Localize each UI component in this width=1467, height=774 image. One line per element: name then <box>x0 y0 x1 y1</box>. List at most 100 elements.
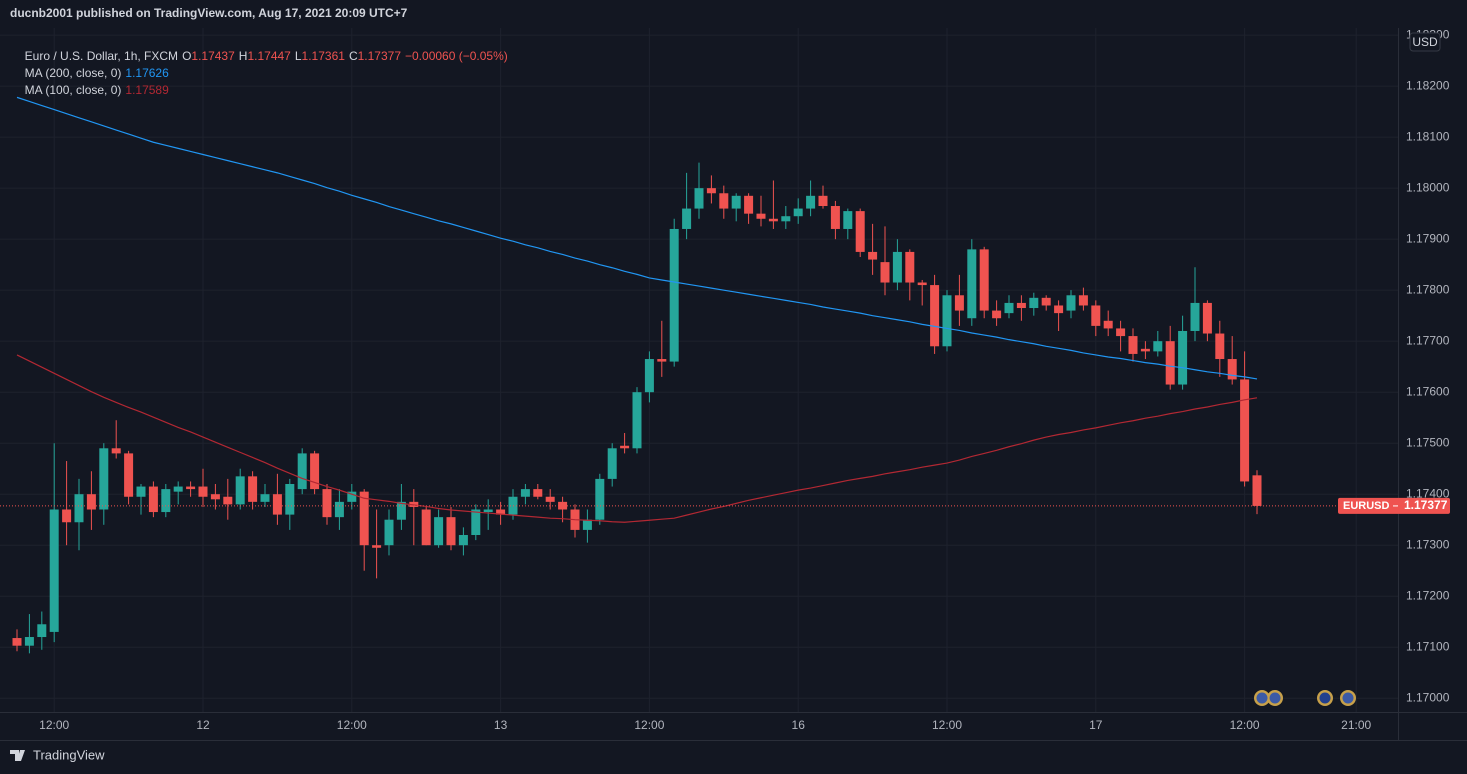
candle-body <box>359 491 369 546</box>
candle-body <box>260 494 270 502</box>
y-tick-label: 1.17400 <box>1406 486 1450 500</box>
x-tick-label: 12:00 <box>39 718 69 732</box>
legend-value: 1.17589 <box>125 83 169 97</box>
event-flag <box>1319 692 1331 704</box>
symbol-title[interactable]: Euro / U.S. Dollar, 1h, FXCM <box>24 49 179 63</box>
candle-body <box>49 509 59 632</box>
x-tick-label: 21:00 <box>1341 718 1371 732</box>
candle-body <box>235 476 245 505</box>
candle-body <box>99 448 109 510</box>
candle-body <box>86 494 96 510</box>
candle-body <box>210 494 220 500</box>
candle-body <box>1215 333 1225 360</box>
ma-legend: MA (200, close, 0) 1.17626 <box>18 52 173 80</box>
candle-body <box>694 188 704 209</box>
candle-body <box>248 476 258 502</box>
candle-body <box>347 491 357 502</box>
candle-body <box>446 517 456 546</box>
y-tick-label: 1.18200 <box>1406 78 1450 92</box>
candle-body <box>1103 320 1113 329</box>
candle-body <box>992 310 1002 319</box>
candle-body <box>1004 302 1014 314</box>
y-tick-label: 1.17200 <box>1406 588 1450 602</box>
ohlc-label: C <box>348 49 358 63</box>
candle-body <box>1190 302 1200 331</box>
candle-body <box>1240 379 1250 482</box>
candle-body <box>806 195 816 209</box>
candle-body <box>793 208 803 217</box>
candle-body <box>1041 297 1051 306</box>
x-tick-label: 12:00 <box>1230 718 1260 732</box>
candle-body <box>607 448 617 479</box>
candle-body <box>1140 348 1150 352</box>
candle-body <box>1116 328 1126 337</box>
candle-body <box>471 509 481 536</box>
candle-body <box>868 251 878 260</box>
candle-body <box>595 478 605 520</box>
candle-body <box>558 501 568 510</box>
candle-body <box>1178 330 1188 385</box>
candle-body <box>620 445 630 449</box>
published-note: ducnb2001 published on TradingView.com, … <box>10 6 408 20</box>
candle-body <box>1227 359 1237 380</box>
candle-body <box>843 211 853 229</box>
candle-body <box>818 195 828 207</box>
candle-body <box>744 195 754 214</box>
candle-body <box>223 496 233 505</box>
legend-name[interactable]: MA (200, close, 0) <box>24 66 122 80</box>
brand-logo <box>10 750 25 761</box>
candle-body <box>37 624 47 638</box>
symbol-legend: Euro / U.S. Dollar, 1h, FXCM O1.17437 H 1.1… <box>18 35 512 63</box>
legend-name[interactable]: MA (100, close, 0) <box>24 83 122 97</box>
open-value: 1.17437 <box>191 49 235 63</box>
candle-body <box>421 509 431 546</box>
candle-body <box>719 193 729 209</box>
candle-body <box>892 251 902 283</box>
candle-body <box>74 494 84 523</box>
low-value: 1.17361 <box>301 49 345 63</box>
candle-body <box>1091 305 1101 326</box>
ohlc-label: O <box>182 49 192 63</box>
candle-body <box>855 211 865 252</box>
x-tick-label: 12:00 <box>932 718 962 732</box>
candle-body <box>12 638 22 646</box>
y-tick-label: 1.18100 <box>1406 129 1450 143</box>
candle-body <box>1066 295 1076 311</box>
x-tick-label: 17 <box>1089 718 1103 732</box>
candle-body <box>173 486 183 492</box>
y-tick-label: 1.18000 <box>1406 180 1450 194</box>
candle-body <box>768 218 778 222</box>
y-tick-label: 1.17100 <box>1406 639 1450 653</box>
candle-body <box>1202 302 1212 334</box>
currency-box[interactable] <box>1409 32 1441 52</box>
candle-body <box>1252 475 1262 506</box>
candle-body <box>496 509 506 515</box>
x-tick-label: 12:00 <box>337 718 367 732</box>
candle-body <box>297 453 307 490</box>
candle-body <box>756 213 766 219</box>
x-tick-label: 12 <box>196 718 210 732</box>
candle-body <box>669 228 679 362</box>
candle-body <box>372 545 382 548</box>
candle-body <box>1165 341 1175 385</box>
candle-body <box>111 448 121 454</box>
y-tick-label: 1.17700 <box>1406 333 1450 347</box>
candle-body <box>781 216 791 222</box>
candle-body <box>483 509 493 513</box>
ohlc-label: H <box>238 49 248 63</box>
candle-body <box>632 392 642 449</box>
candle-body <box>136 486 146 497</box>
candle-body <box>24 637 34 646</box>
brand-name: TradingView <box>33 747 105 762</box>
y-tick-label: 1.17300 <box>1406 537 1450 551</box>
candle-body <box>285 484 295 515</box>
candle-body <box>62 509 72 523</box>
candle-body <box>657 359 667 362</box>
candle-body <box>161 489 171 513</box>
candle-body <box>706 188 716 194</box>
candle-body <box>682 208 692 229</box>
candle-body <box>830 206 840 229</box>
candle-body <box>1128 336 1138 354</box>
